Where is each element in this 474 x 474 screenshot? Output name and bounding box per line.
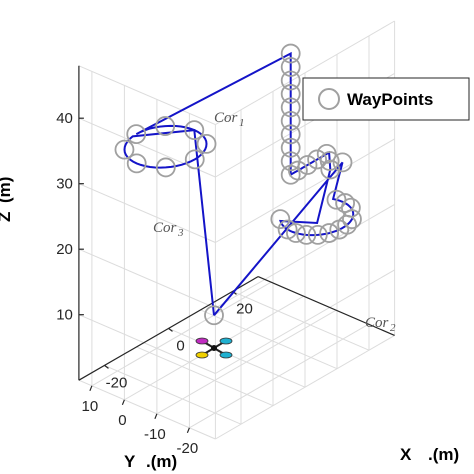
waypoint-markers bbox=[114, 43, 362, 326]
x-tick-label: 20 bbox=[236, 300, 253, 317]
y-axis-label: Y bbox=[124, 452, 136, 471]
annotation-cor-2: Cor 2 bbox=[365, 315, 396, 334]
annotation-cor-3: Cor 3 bbox=[153, 220, 184, 239]
svg-text:3: 3 bbox=[177, 227, 184, 239]
y-tick bbox=[121, 399, 125, 406]
waypoint-marker bbox=[155, 116, 176, 136]
svg-text:Cor: Cor bbox=[365, 315, 389, 331]
grid-line bbox=[200, 309, 338, 370]
grid-line bbox=[168, 327, 306, 388]
waypoint-marker bbox=[277, 219, 298, 240]
x-axis-unit: .(m) bbox=[428, 445, 459, 464]
waypoint-marker bbox=[332, 152, 353, 173]
rotor bbox=[219, 351, 233, 359]
svg-text:Cor: Cor bbox=[153, 220, 177, 236]
waypoint-marker bbox=[114, 139, 135, 160]
rotor bbox=[195, 351, 209, 359]
z-axis-unit: (m) bbox=[0, 177, 14, 203]
z-tick-label: 40 bbox=[56, 110, 73, 127]
waypoint-marker bbox=[126, 124, 147, 145]
grid-line bbox=[78, 314, 216, 374]
z-tick-label: 20 bbox=[56, 241, 73, 258]
legend-label: WayPoints bbox=[347, 90, 433, 109]
quadrotor-icon bbox=[195, 337, 233, 359]
waypoint-marker bbox=[280, 57, 301, 77]
x-tick-label: 0 bbox=[176, 337, 184, 354]
y-tick bbox=[89, 385, 93, 392]
x-tick bbox=[104, 364, 109, 369]
grid-line bbox=[136, 346, 274, 407]
waypoint-marker bbox=[126, 153, 147, 174]
waypoint-marker bbox=[286, 223, 306, 243]
y-axis-unit: .(m) bbox=[146, 452, 177, 471]
waypoint-marker bbox=[307, 224, 328, 245]
y-tick-label: -10 bbox=[144, 426, 166, 443]
rotor bbox=[219, 337, 233, 345]
waypoint-marker bbox=[184, 120, 205, 141]
y-tick-label: 0 bbox=[118, 412, 126, 429]
waypoint-marker bbox=[184, 149, 205, 170]
waypoint-marker bbox=[326, 189, 347, 210]
tick-labels: 10 20 30 40 10 0 -10 -20 -20 0 20 bbox=[56, 110, 253, 457]
waypoint-marker bbox=[196, 133, 217, 154]
waypoint-marker bbox=[280, 70, 301, 91]
flight-trajectory-line bbox=[123, 51, 355, 316]
svg-text:1: 1 bbox=[239, 117, 245, 129]
waypoint-marker bbox=[296, 224, 317, 245]
grid-edge bbox=[78, 65, 216, 126]
y-tick bbox=[154, 413, 158, 420]
x-tick-label: -20 bbox=[106, 374, 128, 391]
waypoint-marker bbox=[319, 223, 340, 243]
grid-edge bbox=[215, 20, 395, 126]
waypoint-marker bbox=[287, 160, 308, 181]
waypoint-marker bbox=[280, 110, 301, 131]
rotor bbox=[195, 337, 209, 345]
waypoint-marker bbox=[307, 149, 328, 170]
x-axis-label: X bbox=[400, 445, 412, 464]
axes bbox=[78, 65, 395, 434]
x-tick bbox=[168, 327, 173, 332]
grid-line bbox=[104, 364, 242, 425]
y-tick-label: 10 bbox=[82, 398, 99, 415]
waypoint-marker bbox=[280, 97, 301, 118]
svg-text:Cor: Cor bbox=[214, 110, 238, 126]
waypoint-marker bbox=[320, 159, 341, 180]
waypoint-marker bbox=[335, 193, 355, 213]
legend: WayPoints bbox=[302, 77, 470, 121]
grid-edge bbox=[215, 334, 395, 440]
z-tick-label: 30 bbox=[56, 176, 73, 193]
waypoint-marker bbox=[280, 124, 301, 145]
grid-line bbox=[215, 203, 395, 309]
grid-line bbox=[189, 323, 369, 429]
grid-line bbox=[78, 248, 216, 309]
grid-line bbox=[215, 138, 395, 243]
waypoint-marker bbox=[270, 209, 291, 229]
waypoint-marker bbox=[280, 137, 301, 158]
grid-line bbox=[91, 281, 272, 387]
grid-line bbox=[232, 290, 370, 351]
svg-text:2: 2 bbox=[390, 322, 396, 334]
waypoint-marker bbox=[319, 151, 340, 171]
waypoint-marker bbox=[280, 84, 301, 104]
z-axis-label: Z bbox=[0, 212, 14, 222]
grid-line bbox=[156, 309, 337, 415]
waypoint-marker bbox=[204, 305, 224, 326]
grid-line bbox=[78, 183, 216, 243]
legend-waypoint-marker bbox=[318, 88, 340, 110]
grid-lines bbox=[78, 20, 396, 440]
y-axis-line bbox=[257, 276, 395, 336]
grid-edge bbox=[78, 379, 216, 440]
y-tick-label: -20 bbox=[177, 440, 199, 457]
z-tick-label: 10 bbox=[56, 307, 73, 324]
y-tick bbox=[186, 427, 190, 434]
grid-line bbox=[215, 269, 395, 374]
annotation-cor-1: Cor 1 bbox=[214, 110, 245, 129]
waypoint-marker bbox=[297, 155, 318, 175]
waypoint-marker bbox=[280, 43, 301, 64]
waypoint-marker bbox=[155, 157, 176, 178]
